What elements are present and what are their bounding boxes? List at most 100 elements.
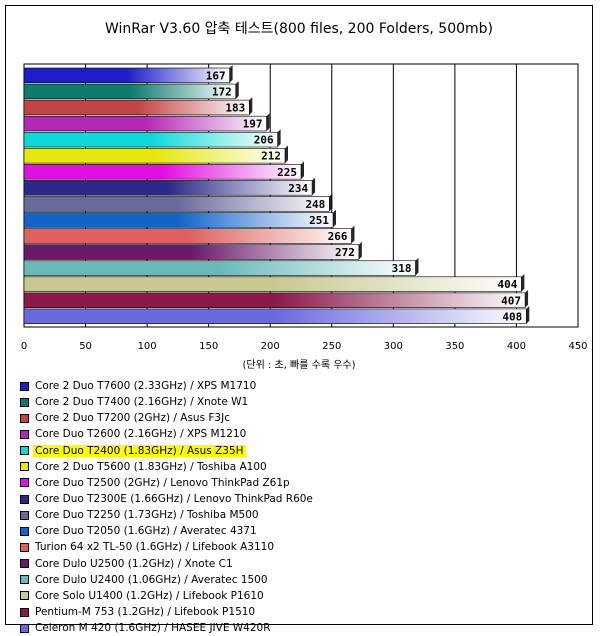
x-tick-label: 250 bbox=[322, 341, 341, 352]
bar-value-label: 266 bbox=[328, 230, 348, 243]
bar-side bbox=[415, 257, 419, 276]
legend-swatch bbox=[20, 446, 29, 456]
legend-swatch bbox=[20, 381, 29, 391]
legend-swatch bbox=[20, 510, 29, 520]
legend-item: Core Duo T2250 (1.73GHz) / Toshiba M500 bbox=[20, 507, 420, 523]
bar bbox=[23, 83, 237, 100]
bar-value-label: 167 bbox=[206, 69, 226, 82]
bar-side bbox=[235, 81, 239, 99]
bar-value-label: 248 bbox=[305, 198, 325, 211]
bar-side bbox=[312, 177, 316, 196]
legend-item: Core 2 Duo T7400 (2.16GHz) / Xnote W1 bbox=[20, 394, 420, 410]
legend-label: Core 2 Duo T7600 (2.33GHz) / XPS M1710 bbox=[35, 380, 257, 393]
legend-swatch bbox=[20, 413, 29, 423]
bar-value-label: 183 bbox=[225, 102, 245, 115]
bar-side bbox=[284, 145, 288, 164]
plot-area: 0 50 100 150 200 250 300 350 400 450 167 172 183 197 2… bbox=[21, 63, 588, 352]
legend-label: Core Duo T2400 (1.83GHz) / Asus Z35H bbox=[33, 444, 246, 457]
legend-swatch bbox=[20, 397, 29, 407]
legend-item: Core 2 Duo T7600 (2.33GHz) / XPS M1710 bbox=[20, 378, 420, 394]
bar bbox=[23, 292, 526, 308]
chart-frame: WinRar V3.60 압축 테스트(800 files, 200 Folde… bbox=[5, 5, 593, 634]
x-tick-label: 350 bbox=[445, 341, 464, 352]
legend-item: Core Solo U1400 (1.2GHz) / Lifebook P161… bbox=[20, 588, 420, 604]
x-tick-label: 400 bbox=[507, 341, 526, 352]
bar-value-label: 408 bbox=[502, 310, 522, 323]
bar-value-label: 272 bbox=[335, 246, 355, 259]
bar bbox=[23, 180, 313, 196]
bar-side bbox=[329, 193, 333, 212]
bar-side bbox=[229, 65, 233, 83]
legend-swatch bbox=[20, 559, 29, 569]
legend-swatch bbox=[20, 623, 29, 633]
bar-side bbox=[351, 225, 355, 244]
x-tick-label: 150 bbox=[199, 341, 218, 352]
legend-label: Core Duo T2050 (1.6GHz) / Averatec 4371 bbox=[35, 525, 257, 538]
legend-swatch bbox=[20, 575, 29, 585]
bar-side bbox=[526, 305, 530, 324]
legend-label: Core Dulo U2400 (1.06GHz) / Averatec 150… bbox=[35, 573, 268, 586]
legend-swatch bbox=[20, 462, 29, 472]
legend-label: Core Duo T2300E (1.66GHz) / Lenovo Think… bbox=[35, 493, 313, 506]
x-tick-label: 0 bbox=[21, 341, 27, 352]
legend-item: Core Dulo U2500 (1.2GHz) / Xnote C1 bbox=[20, 556, 420, 572]
bar bbox=[23, 260, 416, 276]
legend-item: Core Duo T2500 (2GHz) / Lenovo ThinkPad … bbox=[20, 475, 420, 491]
x-tick-label: 300 bbox=[384, 341, 403, 352]
legend-item: Core Duo T2050 (1.6GHz) / Averatec 4371 bbox=[20, 523, 420, 539]
bar-side bbox=[333, 209, 337, 228]
legend: Core 2 Duo T7600 (2.33GHz) / XPS M1710 Co… bbox=[20, 378, 420, 636]
bar-side bbox=[525, 289, 529, 308]
bar-side bbox=[358, 241, 362, 260]
bar-value-label: 225 bbox=[277, 166, 297, 179]
bar-chart: WinRar V3.60 압축 테스트(800 files, 200 Folde… bbox=[21, 21, 588, 371]
legend-swatch bbox=[20, 478, 29, 488]
bar-value-label: 318 bbox=[392, 262, 412, 275]
bar bbox=[23, 131, 278, 148]
bar bbox=[23, 164, 302, 180]
bar-value-label: 172 bbox=[212, 85, 232, 98]
legend-swatch bbox=[20, 429, 29, 439]
x-tick-label: 50 bbox=[79, 341, 92, 352]
legend-label: Celeron M 420 (1.6GHz) / HASEE JIVE W420… bbox=[35, 622, 271, 635]
bar-side bbox=[521, 273, 525, 292]
bar bbox=[23, 67, 230, 84]
bar-value-label: 206 bbox=[254, 134, 274, 147]
bar-value-label: 212 bbox=[261, 150, 281, 163]
legend-label: Pentium-M 753 (1.2GHz) / Lifebook P1510 bbox=[35, 606, 256, 619]
legend-label: Core Dulo U2500 (1.2GHz) / Xnote C1 bbox=[35, 557, 233, 570]
legend-label: Core Duo T2500 (2GHz) / Lenovo ThinkPad … bbox=[35, 476, 290, 489]
bar-value-label: 404 bbox=[497, 278, 517, 291]
bar bbox=[23, 244, 360, 260]
bar bbox=[23, 196, 330, 212]
legend-label: Core Duo T2600 (2.16GHz) / XPS M1210 bbox=[35, 428, 247, 441]
legend-swatch bbox=[20, 591, 29, 601]
legend-item: Pentium-M 753 (1.2GHz) / Lifebook P1510 bbox=[20, 604, 420, 620]
bar-side bbox=[277, 129, 281, 148]
bar bbox=[23, 276, 522, 292]
bar-side bbox=[266, 113, 270, 131]
legend-item: Core 2 Duo T5600 (1.83GHz) / Toshiba A10… bbox=[20, 459, 420, 475]
bar bbox=[23, 148, 286, 164]
x-tick-label: 100 bbox=[138, 341, 157, 352]
legend-item: Core 2 Duo T7200 (2GHz) / Asus F3Jc bbox=[20, 410, 420, 426]
bar-value-label: 197 bbox=[243, 118, 263, 131]
bar-side bbox=[249, 97, 253, 115]
bar-value-label: 407 bbox=[501, 294, 521, 307]
legend-item: Core Duo T2300E (1.66GHz) / Lenovo Think… bbox=[20, 491, 420, 507]
bar bbox=[23, 212, 334, 228]
legend-label: Core 2 Duo T7200 (2GHz) / Asus F3Jc bbox=[35, 412, 230, 425]
bar bbox=[23, 308, 527, 325]
legend-label: Core Solo U1400 (1.2GHz) / Lifebook P161… bbox=[35, 589, 264, 602]
legend-item: Core Dulo U2400 (1.06GHz) / Averatec 150… bbox=[20, 572, 420, 588]
legend-label: Core Duo T2250 (1.73GHz) / Toshiba M500 bbox=[35, 509, 259, 522]
legend-label: Core 2 Duo T5600 (1.83GHz) / Toshiba A10… bbox=[35, 460, 267, 473]
x-tick-label: 450 bbox=[568, 341, 587, 352]
bar-value-label: 234 bbox=[288, 182, 308, 195]
legend-swatch bbox=[20, 542, 29, 552]
bar-value-label: 251 bbox=[309, 214, 329, 227]
legend-swatch bbox=[20, 494, 29, 504]
legend-swatch bbox=[20, 607, 29, 617]
legend-label: Core 2 Duo T7400 (2.16GHz) / Xnote W1 bbox=[35, 396, 249, 409]
legend-label: Turion 64 x2 TL-50 (1.6GHz) / Lifebook A… bbox=[35, 541, 275, 554]
